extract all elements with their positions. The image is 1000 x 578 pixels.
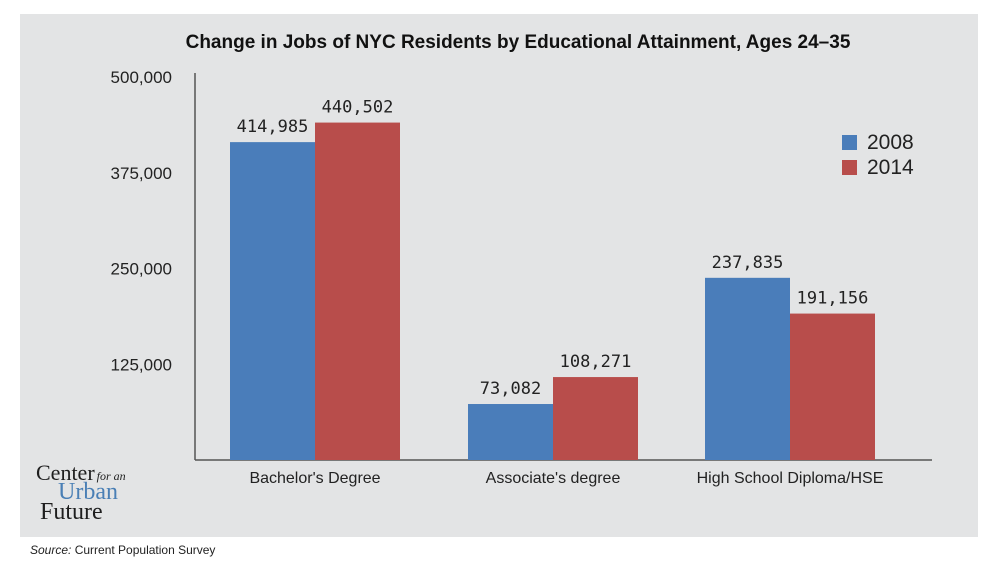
data-label: 414,985: [237, 117, 309, 137]
bar-2014: [315, 122, 400, 460]
source-text: Current Population Survey: [71, 543, 216, 557]
x-category-label: Bachelor's Degree: [249, 470, 380, 487]
x-category-label: Associate's degree: [486, 470, 621, 487]
chart-panel: Change in Jobs of NYC Residents by Educa…: [20, 14, 978, 537]
logo-line-for-an: for an: [96, 469, 126, 483]
logo-line-urban: Urban: [58, 479, 118, 505]
y-tick-label: 375,000: [111, 164, 172, 183]
bar-2008: [705, 277, 790, 460]
y-tick-label: 125,000: [111, 355, 172, 374]
y-tick-label: 250,000: [111, 260, 172, 279]
legend-swatch-2014: [842, 160, 857, 175]
x-category-label: High School Diploma/HSE: [697, 470, 884, 487]
data-label: 191,156: [797, 289, 869, 309]
legend-label-2014: 2014: [867, 156, 914, 179]
bar-2008: [230, 142, 315, 460]
legend-label-2008: 2008: [867, 131, 914, 154]
center-for-an-urban-future-logo: Center for an Urban Future: [36, 462, 166, 532]
bars: 414,985 440,502 73,082 108,271 237,835 191,15…: [230, 98, 875, 460]
logo-line-center: Center: [36, 460, 95, 485]
bar-2014: [553, 377, 638, 460]
chart-title: Change in Jobs of NYC Residents by Educa…: [186, 32, 851, 53]
source-note: Source: Current Population Survey: [30, 543, 215, 557]
bar-2014: [790, 313, 875, 460]
bar-2008: [468, 404, 553, 460]
y-tick-label: 500,000: [111, 68, 172, 87]
data-label: 73,082: [480, 379, 541, 399]
axes: 500,000 375,000 250,000 125,000 Bachelor's D…: [111, 68, 932, 487]
data-label: 237,835: [712, 253, 784, 273]
data-label: 108,271: [560, 352, 632, 372]
bar-chart: Change in Jobs of NYC Residents by Educa…: [111, 32, 932, 487]
legend-swatch-2008: [842, 135, 857, 150]
data-label: 440,502: [322, 98, 394, 118]
source-label: Source:: [30, 543, 72, 557]
logo-line-future: Future: [40, 499, 103, 525]
